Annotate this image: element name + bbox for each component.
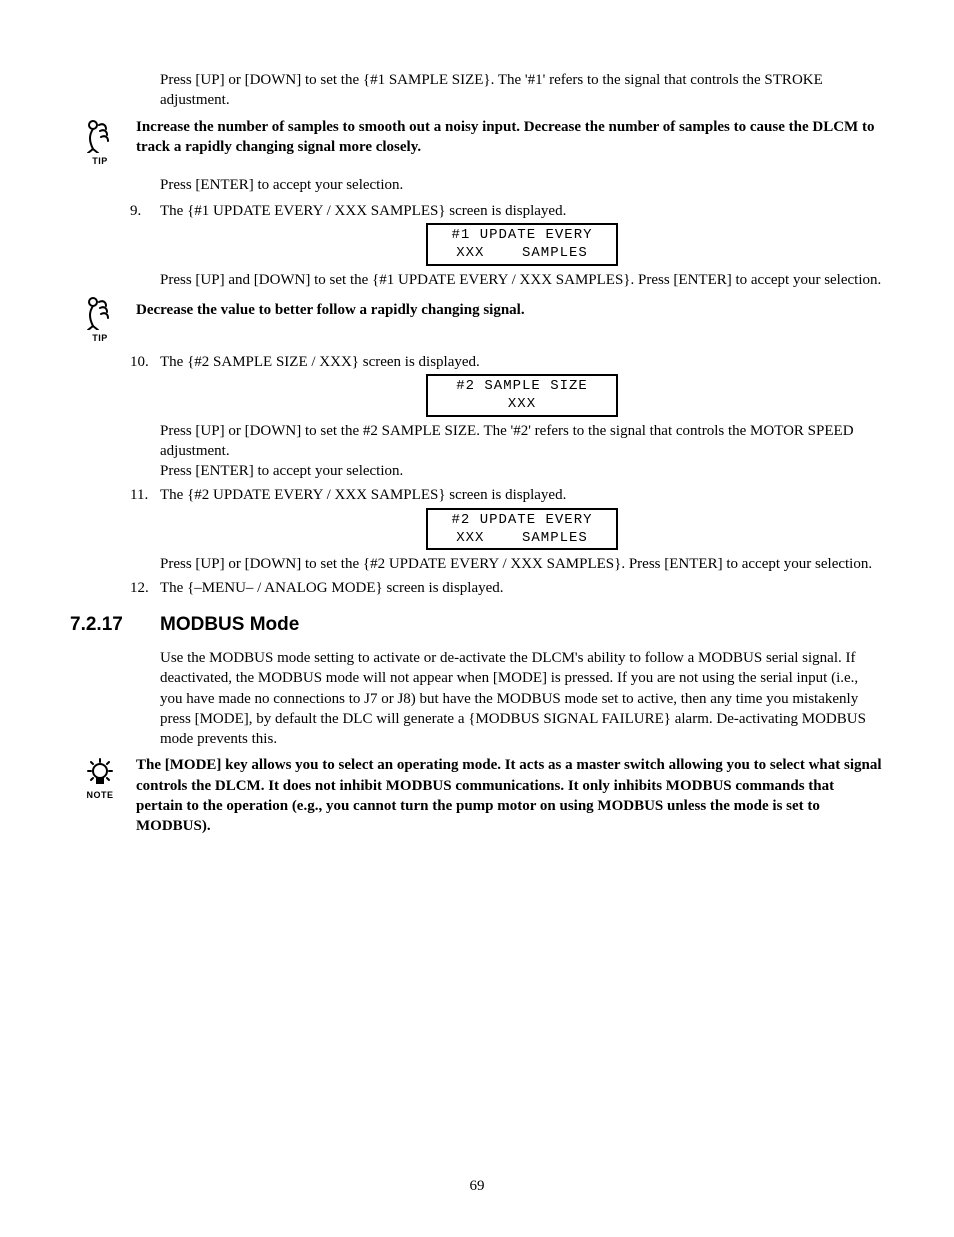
list-num: 10.: [130, 352, 160, 481]
tip-icon-col: TIP: [70, 117, 130, 167]
list-num: 11.: [130, 485, 160, 574]
section-body: Use the MODBUS mode setting to activate …: [160, 648, 884, 749]
list-item-9: 9. The {#1 UPDATE EVERY / XXX SAMPLES} s…: [130, 201, 884, 290]
item10-after2: Press [ENTER] to accept your selection.: [160, 461, 884, 481]
note-icon-col: NOTE: [70, 755, 130, 801]
tip-block-1: TIP Increase the number of samples to sm…: [70, 117, 884, 167]
item11-after: Press [UP] or [DOWN] to set the {#2 UPDA…: [160, 554, 884, 574]
para-enter-1: Press [ENTER] to accept your selection.: [160, 175, 884, 195]
list-num: 9.: [130, 201, 160, 290]
item10-lead: The {#2 SAMPLE SIZE / XXX} screen is dis…: [160, 352, 884, 372]
section-number: 7.2.17: [70, 612, 160, 638]
tip-text-2: Decrease the value to better follow a ra…: [130, 294, 884, 320]
tip-block-2: TIP Decrease the value to better follow …: [70, 294, 884, 344]
note-block: NOTE The [MODE] key allows you to select…: [70, 755, 884, 836]
page-number: 69: [70, 1176, 884, 1196]
para-sample-size: Press [UP] or [DOWN] to set the {#1 SAMP…: [160, 70, 884, 111]
tip-icon-col: TIP: [70, 294, 130, 344]
item9-lead: The {#1 UPDATE EVERY / XXX SAMPLES} scre…: [160, 201, 884, 221]
item12-lead: The {–MENU– / ANALOG MODE} screen is dis…: [160, 578, 884, 598]
tip-label: TIP: [92, 155, 108, 167]
tip-icon: [82, 296, 118, 330]
list-item-11: 11. The {#2 UPDATE EVERY / XXX SAMPLES} …: [130, 485, 884, 574]
lightbulb-icon: [84, 757, 116, 787]
list-item-10: 10. The {#2 SAMPLE SIZE / XXX} screen is…: [130, 352, 884, 481]
note-label: NOTE: [86, 789, 113, 801]
section-heading: 7.2.17 MODBUS Mode: [70, 612, 884, 638]
list-item-12: 12. The {–MENU– / ANALOG MODE} screen is…: [130, 578, 884, 598]
lcd-display-1: #1 UPDATE EVERY XXX SAMPLES: [426, 223, 618, 265]
tip-label: TIP: [92, 332, 108, 344]
tip-text-1: Increase the number of samples to smooth…: [130, 117, 884, 158]
tip-icon: [82, 119, 118, 153]
section-title: MODBUS Mode: [160, 612, 299, 638]
lcd-display-2: #2 SAMPLE SIZE XXX: [426, 374, 618, 416]
list-num: 12.: [130, 578, 160, 598]
item10-after1: Press [UP] or [DOWN] to set the #2 SAMPL…: [160, 421, 884, 462]
item11-lead: The {#2 UPDATE EVERY / XXX SAMPLES} scre…: [160, 485, 884, 505]
item9-after: Press [UP] and [DOWN] to set the {#1 UPD…: [160, 270, 884, 290]
note-text: The [MODE] key allows you to select an o…: [130, 755, 884, 836]
lcd-display-3: #2 UPDATE EVERY XXX SAMPLES: [426, 508, 618, 550]
